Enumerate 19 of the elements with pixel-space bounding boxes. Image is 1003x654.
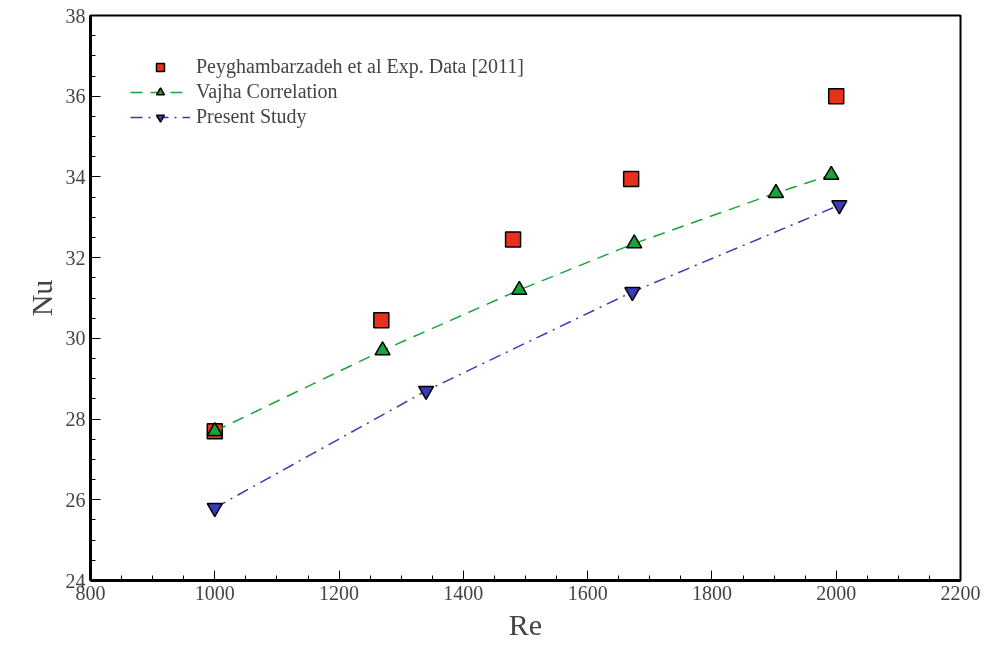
y-tick-label: 26	[65, 488, 86, 511]
legend-label: Peyghambarzadeh et al Exp. Data [2011]	[196, 55, 525, 78]
x-tick-label: 1200	[319, 581, 360, 604]
x-axis-title: Re	[508, 607, 543, 641]
y-tick-label: 32	[65, 246, 86, 269]
y-tick-label: 30	[65, 327, 86, 350]
legend-label: Present Study	[196, 105, 307, 128]
y-tick-label: 28	[65, 408, 86, 431]
y-tick-label: 38	[65, 4, 86, 27]
x-tick-label: 1600	[567, 581, 608, 604]
y-tick-label: 34	[65, 165, 86, 188]
x-tick-label: 1800	[691, 581, 732, 604]
x-tick-label: 2200	[940, 581, 981, 604]
x-tick-label: 1400	[443, 581, 484, 604]
x-tick-label: 1000	[194, 581, 235, 604]
x-tick-label: 2000	[816, 581, 857, 604]
y-tick-label: 36	[65, 85, 86, 108]
y-axis-title: Nu	[24, 279, 58, 317]
legend-label: Vajha Correlation	[196, 80, 338, 103]
